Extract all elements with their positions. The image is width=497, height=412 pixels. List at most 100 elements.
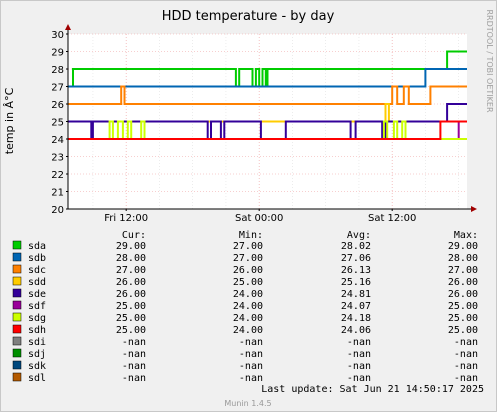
axes — [65, 24, 477, 212]
legend-value-cur: -nan — [122, 373, 146, 384]
y-axis-arrow — [65, 24, 71, 30]
legend-name: sdh — [28, 325, 46, 336]
x-tick-label: Sat 12:00 — [368, 213, 416, 224]
legend-swatch-sdi — [12, 336, 22, 346]
legend-value-max: 28.00 — [448, 253, 478, 264]
legend-value-min: 24.00 — [233, 313, 263, 324]
tick-labels: 20 21 22 23 24 25 26 27 28 29 30 Fri 12:00 Sat 00:00… — [51, 30, 416, 224]
legend-value-avg: 28.02 — [341, 241, 371, 252]
legend-value-cur: -nan — [122, 349, 146, 360]
legend-value-max: -nan — [454, 337, 478, 348]
legend-value-cur: 25.00 — [116, 325, 146, 336]
legend-name: sdf — [28, 301, 46, 312]
legend-value-max: 29.00 — [448, 241, 478, 252]
legend-header: Max: — [454, 230, 478, 241]
legend-value-cur: -nan — [122, 337, 146, 348]
legend-value-avg: 26.13 — [341, 265, 371, 276]
legend-value-cur: -nan — [122, 361, 146, 372]
y-axis-label: temp in Â°C — [3, 87, 16, 154]
y-tick-label: 21 — [51, 188, 64, 199]
legend-value-min: 27.00 — [233, 241, 263, 252]
legend-value-avg: 24.06 — [341, 325, 371, 336]
legend-value-min: -nan — [239, 349, 263, 360]
legend-name: sdg — [28, 313, 46, 324]
legend-value-min: -nan — [239, 337, 263, 348]
legend-value-cur: 27.00 — [116, 265, 146, 276]
legend-value-max: 27.00 — [448, 265, 478, 276]
series-line-sdc — [68, 85, 467, 105]
series-line-sda — [68, 50, 467, 88]
legend-swatch-sda — [12, 240, 22, 250]
legend-header: Min: — [239, 230, 263, 241]
legend-value-cur: 26.00 — [116, 289, 146, 300]
legend-swatch-sdj — [12, 348, 22, 358]
y-tick-label: 22 — [51, 170, 64, 181]
y-tick-label: 29 — [51, 48, 64, 59]
y-tick-label: 26 — [51, 100, 64, 111]
legend-value-cur: 26.00 — [116, 277, 146, 288]
legend-value-max: 26.00 — [448, 277, 478, 288]
legend-swatch-sdd — [12, 276, 22, 286]
legend-value-max: 25.00 — [448, 313, 478, 324]
legend-name: sde — [28, 289, 46, 300]
legend-value-min: 27.00 — [233, 253, 263, 264]
chart-title: HDD temperature - by day — [162, 9, 335, 24]
legend-value-cur: 28.00 — [116, 253, 146, 264]
legend-value-min: 24.00 — [233, 289, 263, 300]
legend-value-avg: 24.18 — [341, 313, 371, 324]
legend-table: Cur: Min: Avg: Max: sda 29.00 27.00 28.02 29.00 s… — [12, 230, 478, 384]
legend-swatch-sdb — [12, 252, 22, 262]
legend-header: Cur: — [122, 230, 146, 241]
legend-value-min: -nan — [239, 373, 263, 384]
series-lines — [68, 50, 467, 140]
series-line-sdh — [68, 120, 467, 140]
legend-value-cur: 25.00 — [116, 301, 146, 312]
legend-value-max: 26.00 — [448, 289, 478, 300]
legend-value-avg: -nan — [347, 361, 371, 372]
legend-name: sda — [28, 241, 46, 252]
legend-value-max: -nan — [454, 349, 478, 360]
legend-value-avg: 27.06 — [341, 253, 371, 264]
legend-value-max: 25.00 — [448, 301, 478, 312]
legend-name: sdi — [28, 337, 46, 348]
x-tick-label: Fri 12:00 — [104, 213, 148, 224]
y-tick-label: 28 — [51, 65, 64, 76]
legend-name: sdc — [28, 265, 46, 276]
legend-value-min: -nan — [239, 361, 263, 372]
legend-value-max: -nan — [454, 373, 478, 384]
legend-name: sdb — [28, 253, 46, 264]
legend-value-avg: 25.16 — [341, 277, 371, 288]
y-tick-label: 20 — [51, 205, 64, 216]
y-tick-label: 24 — [51, 135, 64, 146]
legend-swatch-sdc — [12, 264, 22, 274]
legend-swatch-sdf — [12, 300, 22, 310]
legend-value-avg: -nan — [347, 349, 371, 360]
legend-value-min: 26.00 — [233, 265, 263, 276]
legend-value-avg: -nan — [347, 337, 371, 348]
legend-value-avg: 24.07 — [341, 301, 371, 312]
y-tick-label: 23 — [51, 153, 64, 164]
y-tick-label: 27 — [51, 83, 64, 94]
legend-swatch-sdk — [12, 360, 22, 370]
legend-value-max: 25.00 — [448, 325, 478, 336]
legend-name: sdj — [28, 349, 46, 360]
legend-swatch-sde — [12, 288, 22, 298]
legend-value-max: -nan — [454, 361, 478, 372]
legend-name: sdd — [28, 277, 46, 288]
x-tick-label: Sat 00:00 — [235, 213, 283, 224]
legend-header: Avg: — [347, 230, 371, 241]
legend-value-min: 24.00 — [233, 325, 263, 336]
legend-value-min: 25.00 — [233, 277, 263, 288]
legend-value-min: 24.00 — [233, 301, 263, 312]
series-line-sdb — [68, 68, 467, 88]
legend-value-cur: 29.00 — [116, 241, 146, 252]
legend-swatch-sdl — [12, 372, 22, 382]
munin-version-footer: Munin 1.4.5 — [224, 399, 271, 408]
legend-swatch-sdh — [12, 324, 22, 334]
legend-name: sdl — [28, 373, 46, 384]
legend-swatch-sdg — [12, 312, 22, 322]
legend-value-avg: 24.81 — [341, 289, 371, 300]
last-update-text: Last update: Sat Jun 21 14:50:17 2025 — [261, 384, 484, 395]
